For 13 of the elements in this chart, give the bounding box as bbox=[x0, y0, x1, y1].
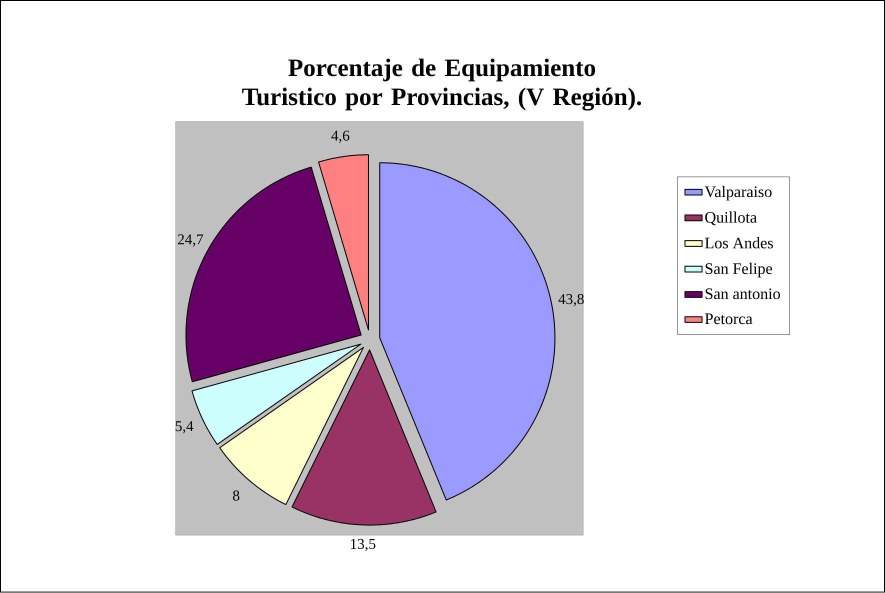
legend-label: Quillota bbox=[705, 212, 757, 226]
legend-label: San Felipe bbox=[706, 262, 772, 278]
legend-label: Los Andes bbox=[705, 237, 773, 249]
data-label: 13,5 bbox=[350, 539, 376, 552]
data-label: 24,7 bbox=[178, 234, 204, 247]
data-label: 5,4 bbox=[176, 421, 194, 434]
data-label: 43,8 bbox=[558, 294, 584, 306]
data-label: 8 bbox=[232, 490, 240, 501]
chart-title: Porcentaje de Equipamiento Turistico por Provincias, (V Región). bbox=[242, 58, 642, 111]
legend-label: Valparaiso bbox=[704, 186, 772, 201]
data-label: 4,6 bbox=[331, 130, 350, 144]
legend-label: Petorca bbox=[705, 314, 752, 324]
legend-label: San antonio bbox=[706, 288, 780, 300]
